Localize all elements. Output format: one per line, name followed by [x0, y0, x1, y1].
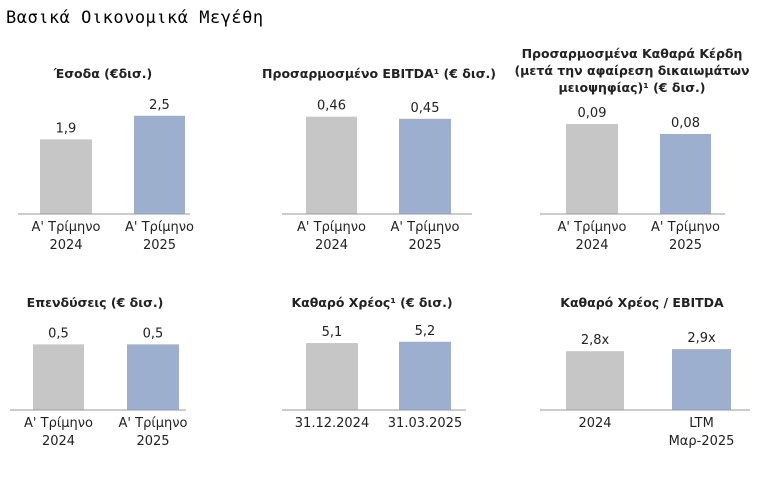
category-label: 31.12.2024 [295, 416, 369, 431]
data-label: 0,5 [143, 326, 164, 341]
bar [127, 344, 179, 410]
chart-title: Επενδύσεις (€ δισ.) [27, 295, 164, 310]
category-label: Α' Τρίμηνο [391, 220, 460, 235]
category-label: 2024 [578, 416, 611, 431]
chart-title: Καθαρό Χρέος¹ (€ δισ.) [291, 295, 452, 310]
category-label: 2024 [49, 238, 82, 253]
category-label: 2024 [575, 238, 608, 253]
bar [399, 341, 451, 410]
data-label: 2,5 [149, 98, 170, 113]
chart-title: Έσοδα (€δισ.) [53, 66, 153, 81]
chart-title: (μετά την αφαίρεση δικαιωμάτων [514, 63, 749, 78]
category-label: 2024 [315, 238, 348, 253]
data-label: 0,45 [411, 101, 440, 116]
category-label: Α' Τρίμηνο [558, 220, 627, 235]
data-label: 5,2 [415, 324, 436, 339]
category-label: 2025 [143, 238, 176, 253]
category-label: 2025 [669, 238, 702, 253]
category-label: 2025 [136, 434, 169, 449]
bar [40, 139, 92, 214]
category-label: Α' Τρίμηνο [125, 220, 194, 235]
bar [660, 134, 711, 214]
category-label: 2024 [42, 434, 75, 449]
category-label: LTM [689, 416, 714, 431]
bar [566, 124, 618, 214]
data-label: 5,1 [322, 325, 343, 340]
category-label: 2025 [408, 238, 441, 253]
bar [399, 118, 451, 214]
chart-title: Καθαρό Χρέος / EBITDA [560, 295, 724, 310]
page-title: Βασικά Οικονομικά Μεγέθη [6, 8, 264, 28]
data-label: 0,08 [671, 116, 700, 131]
chart-title: μειοψηφίας)¹ (€ δισ.) [558, 80, 705, 95]
data-label: 2,8x [581, 333, 610, 348]
category-label: 31.03.2025 [388, 416, 462, 431]
data-label: 0,5 [48, 326, 69, 341]
category-label: Α' Τρίμηνο [32, 220, 101, 235]
category-label: Α' Τρίμηνο [651, 220, 720, 235]
category-label: Μαρ-2025 [669, 434, 735, 449]
data-label: 1,9 [56, 121, 77, 136]
bar [566, 351, 624, 410]
bar [672, 349, 731, 410]
chart-title: Προσαρμοσμένα Καθαρά Κέρδη [522, 46, 743, 61]
data-label: 0,46 [317, 99, 346, 114]
chart-title: Προσαρμοσμένο EBITDA¹ (€ δισ.) [262, 66, 496, 81]
bar [33, 344, 84, 410]
category-label: Α' Τρίμηνο [119, 416, 188, 431]
data-label: 0,09 [578, 106, 607, 121]
category-label: Α' Τρίμηνο [297, 220, 366, 235]
category-label: Α' Τρίμηνο [24, 416, 93, 431]
bar [306, 343, 358, 410]
data-label: 2,9x [687, 331, 716, 346]
bar [306, 116, 357, 214]
bar [134, 115, 185, 214]
